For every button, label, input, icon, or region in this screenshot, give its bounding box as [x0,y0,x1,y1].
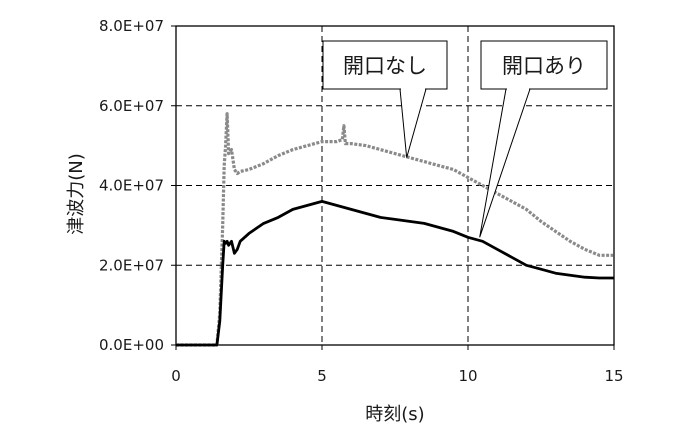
y-tick-label: 8.0E+07 [99,17,164,35]
annotations: 開口なし 開口あり [322,40,608,238]
callout-pointer [399,88,427,158]
y-tick-label: 6.0E+07 [99,97,164,115]
x-tick-label: 0 [171,367,181,385]
y-ticks: 0.0E+00 2.0E+07 4.0E+07 6.0E+07 8.0E+07 [99,17,176,354]
x-tick-label: 10 [458,367,477,385]
callout-pointer [479,88,531,238]
x-tick-label: 5 [317,367,327,385]
x-axis-label: 時刻(s) [365,404,424,425]
y-tick-label: 2.0E+07 [99,256,164,274]
x-ticks: 0 5 10 15 [171,345,624,385]
series-line-2 [176,199,614,347]
y-axis-label: 津波力(N) [66,153,87,235]
series-line-1 [176,112,614,347]
callout-label: 開口あり [502,54,586,78]
gridlines [176,26,614,345]
x-tick-label: 15 [604,367,623,385]
callout-box [322,40,448,90]
y-tick-label: 0.0E+00 [99,336,164,354]
callout-label: 開口なし [343,54,427,78]
y-tick-label: 4.0E+07 [99,177,164,195]
callout-box [480,40,608,90]
series-lines [176,112,614,347]
